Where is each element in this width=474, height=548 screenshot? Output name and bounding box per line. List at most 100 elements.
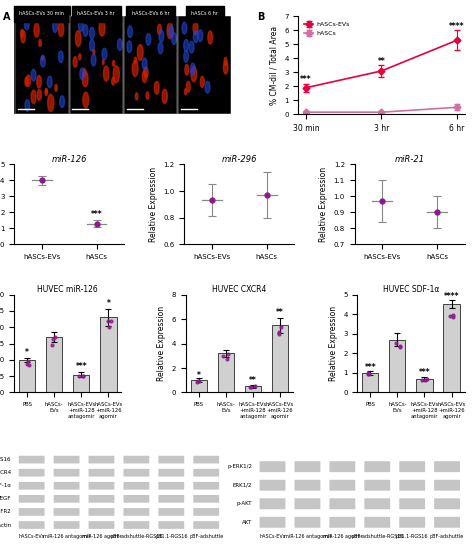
Text: ***: *** xyxy=(365,363,376,372)
FancyBboxPatch shape xyxy=(329,480,355,490)
Text: ***: *** xyxy=(91,210,102,219)
Text: VEGF: VEGF xyxy=(0,496,11,501)
Y-axis label: Relative Expression: Relative Expression xyxy=(149,167,158,242)
Text: hASCs-EVs: hASCs-EVs xyxy=(259,534,286,539)
Title: HUVEC CXCR4: HUVEC CXCR4 xyxy=(212,285,266,294)
FancyBboxPatch shape xyxy=(124,482,149,489)
Text: RGS16: RGS16 xyxy=(0,457,11,462)
Text: CXCR4: CXCR4 xyxy=(0,470,11,475)
FancyBboxPatch shape xyxy=(329,461,355,472)
Title: miR-296: miR-296 xyxy=(222,155,257,164)
Text: miR-126 agomir: miR-126 agomir xyxy=(323,534,362,539)
Title: miR-21: miR-21 xyxy=(394,155,425,164)
Text: pBF-adshuttle: pBF-adshuttle xyxy=(189,534,223,539)
FancyBboxPatch shape xyxy=(399,461,425,472)
Text: VEGFR2: VEGFR2 xyxy=(0,510,11,515)
FancyBboxPatch shape xyxy=(54,469,80,477)
FancyBboxPatch shape xyxy=(89,482,114,489)
FancyBboxPatch shape xyxy=(89,521,114,529)
FancyBboxPatch shape xyxy=(124,495,149,503)
Text: pBF-adshuttle: pBF-adshuttle xyxy=(430,534,464,539)
FancyBboxPatch shape xyxy=(434,480,460,490)
Text: p-ERK1/2: p-ERK1/2 xyxy=(228,464,252,469)
Y-axis label: % CM-dil / Total Area: % CM-dil / Total Area xyxy=(270,26,279,105)
Text: ERK1/2: ERK1/2 xyxy=(233,483,252,488)
FancyBboxPatch shape xyxy=(260,461,285,472)
Title: HUVEC SDF-1α: HUVEC SDF-1α xyxy=(383,285,439,294)
FancyBboxPatch shape xyxy=(294,498,320,509)
Bar xyxy=(73,374,90,392)
FancyBboxPatch shape xyxy=(158,456,184,464)
FancyBboxPatch shape xyxy=(193,508,219,516)
FancyBboxPatch shape xyxy=(260,517,285,528)
FancyBboxPatch shape xyxy=(434,498,460,509)
FancyBboxPatch shape xyxy=(158,495,184,503)
FancyBboxPatch shape xyxy=(399,498,425,509)
FancyBboxPatch shape xyxy=(193,469,219,477)
Bar xyxy=(191,380,207,392)
Text: ****: **** xyxy=(449,22,465,31)
FancyBboxPatch shape xyxy=(329,517,355,528)
Text: ***: *** xyxy=(75,362,87,371)
FancyBboxPatch shape xyxy=(19,495,45,503)
Y-axis label: Relative Expression: Relative Expression xyxy=(319,167,328,242)
Bar xyxy=(245,386,261,392)
FancyBboxPatch shape xyxy=(54,482,80,489)
Text: **: ** xyxy=(378,57,385,66)
Text: **: ** xyxy=(249,376,257,385)
Text: miR-126 antagomir: miR-126 antagomir xyxy=(283,534,331,539)
FancyBboxPatch shape xyxy=(329,498,355,509)
Text: ***: *** xyxy=(300,75,312,84)
FancyBboxPatch shape xyxy=(193,495,219,503)
Text: B: B xyxy=(257,12,264,21)
FancyBboxPatch shape xyxy=(89,495,114,503)
Bar xyxy=(100,317,117,392)
Bar xyxy=(272,325,288,392)
Text: ***: *** xyxy=(419,368,430,377)
Text: *: * xyxy=(107,299,110,308)
FancyBboxPatch shape xyxy=(294,517,320,528)
Text: A: A xyxy=(3,12,11,21)
Bar xyxy=(416,379,433,392)
FancyBboxPatch shape xyxy=(260,480,285,490)
Bar xyxy=(362,373,378,392)
Text: pBF-adshuttle-RGS16: pBF-adshuttle-RGS16 xyxy=(110,534,163,539)
FancyBboxPatch shape xyxy=(399,480,425,490)
Bar xyxy=(19,360,36,392)
FancyBboxPatch shape xyxy=(89,508,114,516)
Text: pB1.1-RGS16: pB1.1-RGS16 xyxy=(396,534,428,539)
Title: HUVEC miR-126: HUVEC miR-126 xyxy=(37,285,98,294)
Bar xyxy=(389,340,405,392)
Text: pBF-adshuttle-RGS16: pBF-adshuttle-RGS16 xyxy=(351,534,403,539)
FancyBboxPatch shape xyxy=(19,456,45,464)
FancyBboxPatch shape xyxy=(19,508,45,516)
FancyBboxPatch shape xyxy=(158,521,184,529)
Text: *: * xyxy=(25,348,29,357)
FancyBboxPatch shape xyxy=(294,461,320,472)
Text: β-actin: β-actin xyxy=(0,523,11,528)
FancyBboxPatch shape xyxy=(54,495,80,503)
FancyBboxPatch shape xyxy=(365,517,390,528)
Y-axis label: Relative Expression: Relative Expression xyxy=(328,306,337,381)
FancyBboxPatch shape xyxy=(260,498,285,509)
Text: *: * xyxy=(197,371,201,380)
FancyBboxPatch shape xyxy=(365,461,390,472)
FancyBboxPatch shape xyxy=(124,521,149,529)
Bar xyxy=(218,353,234,392)
FancyBboxPatch shape xyxy=(89,456,114,464)
Text: pB1.1-RGS16: pB1.1-RGS16 xyxy=(155,534,188,539)
Title: miR-126: miR-126 xyxy=(51,155,87,164)
FancyBboxPatch shape xyxy=(365,480,390,490)
FancyBboxPatch shape xyxy=(124,508,149,516)
Text: **: ** xyxy=(276,309,284,317)
FancyBboxPatch shape xyxy=(434,517,460,528)
FancyBboxPatch shape xyxy=(54,521,80,529)
FancyBboxPatch shape xyxy=(89,469,114,477)
Legend: hASCs-EVs, hASCs: hASCs-EVs, hASCs xyxy=(301,20,352,38)
Text: p-AKT: p-AKT xyxy=(237,501,252,506)
FancyBboxPatch shape xyxy=(294,480,320,490)
FancyBboxPatch shape xyxy=(193,521,219,529)
FancyBboxPatch shape xyxy=(158,508,184,516)
Text: SDF-1α: SDF-1α xyxy=(0,483,11,488)
FancyBboxPatch shape xyxy=(193,456,219,464)
